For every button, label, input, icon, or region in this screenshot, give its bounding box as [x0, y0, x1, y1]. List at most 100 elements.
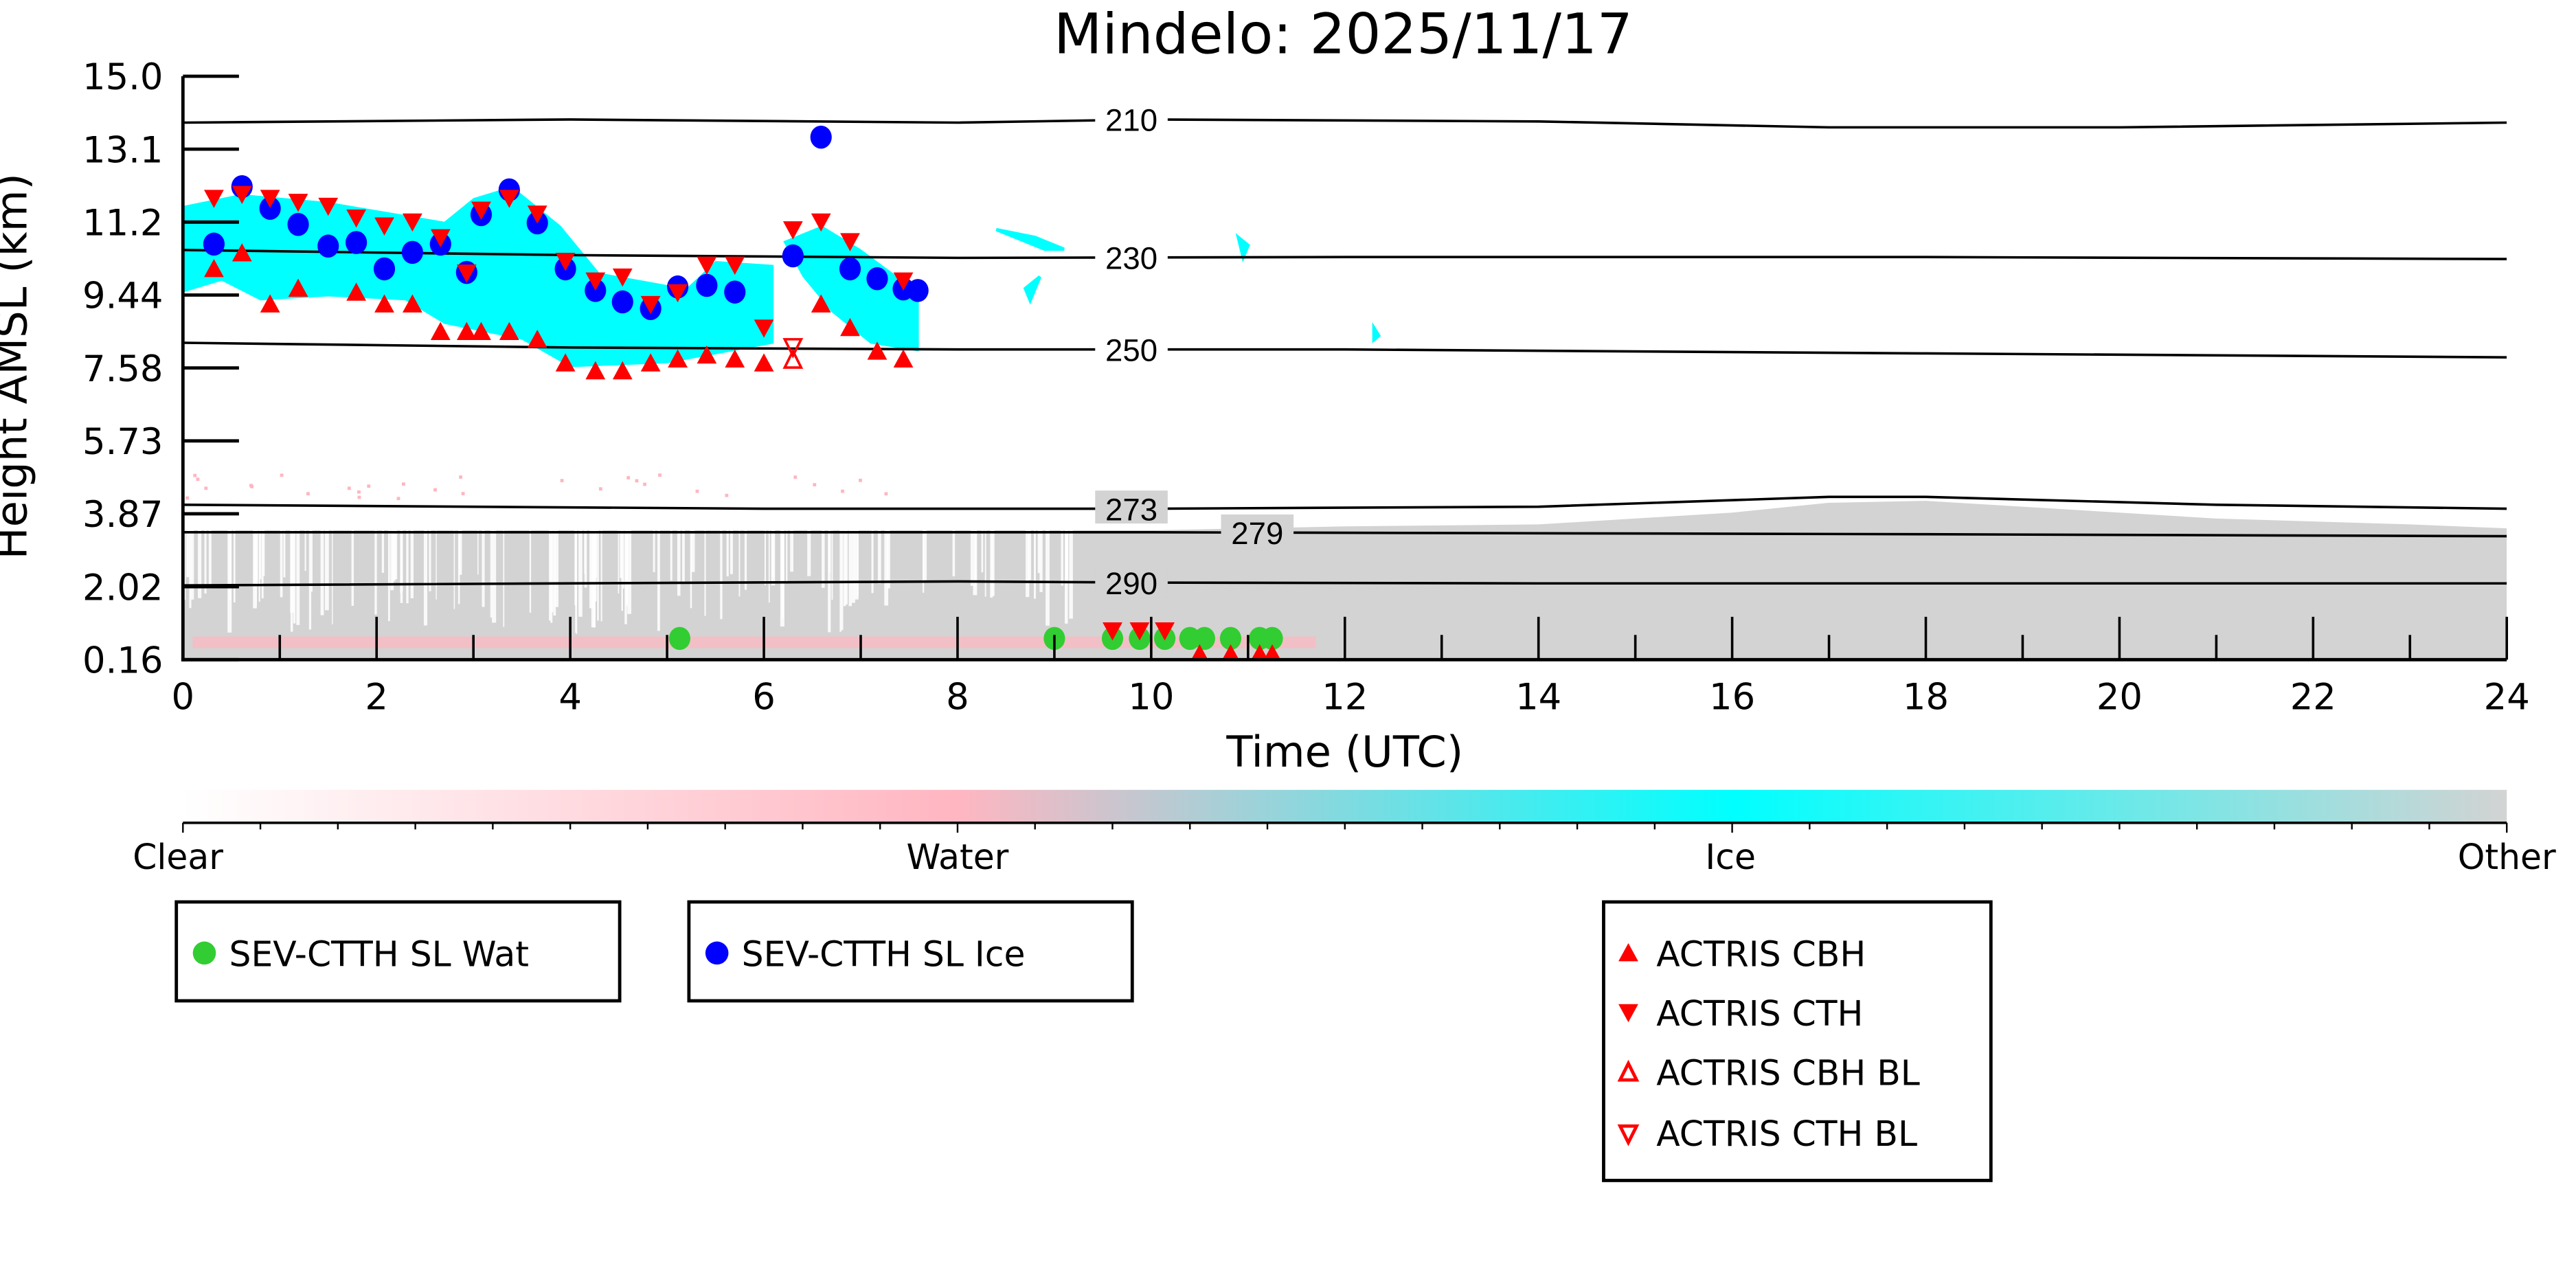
clear-streak [871, 528, 874, 594]
clear-streak [592, 528, 596, 628]
ice-cloud-region [183, 186, 774, 368]
clear-streak [877, 528, 881, 584]
data-point-cbh [640, 353, 661, 372]
water-speck [459, 475, 463, 479]
x-tick-label: 4 [558, 676, 582, 718]
clear-streak [923, 528, 927, 580]
data-point-ice [317, 234, 339, 258]
colorbar-label-clear: Clear [133, 837, 223, 877]
clear-streak [839, 528, 842, 632]
water-speck [396, 497, 400, 501]
clear-streak [790, 528, 794, 572]
clear-streak [423, 528, 428, 626]
clear-streak [296, 528, 300, 625]
isotherm-label: 210 [1105, 103, 1157, 138]
water-speck [367, 484, 371, 488]
data-point-cth [527, 205, 547, 224]
clear-streak [394, 528, 398, 580]
isotherm-label-bg [1221, 514, 1294, 547]
isotherm-label-bg [1095, 490, 1168, 524]
clear-streak [233, 528, 236, 602]
chart-title: Mindelo: 2025/11/17 [1054, 1, 1633, 67]
clear-streak [351, 528, 354, 606]
data-point-cth [456, 264, 477, 283]
clear-streak [283, 528, 286, 578]
data-point-cbh [840, 317, 860, 337]
y-tick-label: 7.58 [82, 348, 163, 390]
clear-streak [764, 528, 766, 585]
water-speck [643, 482, 646, 486]
clear-streak [1065, 528, 1069, 581]
clear-streak [822, 528, 825, 588]
data-point-cbh [811, 294, 831, 313]
water-speck [185, 496, 190, 500]
clear-streak [578, 528, 583, 617]
isotherm-label: 273 [1105, 492, 1157, 527]
data-point-cth [1155, 622, 1175, 641]
isotherm-line [183, 495, 2507, 510]
clear-streak [308, 528, 312, 630]
clear-streak [627, 528, 631, 614]
data-point-ice [401, 240, 423, 264]
data-point-cbh [231, 243, 252, 262]
clear-streak [952, 528, 956, 576]
clear-streak [848, 528, 852, 607]
clear-streak [981, 528, 984, 573]
clear-streak [1061, 528, 1064, 586]
data-point-cbh [430, 321, 451, 340]
clear-streak [1026, 528, 1030, 598]
data-point-ice [696, 273, 718, 297]
clear-streak [208, 528, 212, 589]
clear-streak [554, 528, 558, 607]
water-speck [357, 490, 361, 494]
clear-streak [704, 528, 706, 616]
clear-streak [401, 528, 403, 592]
isotherm-label-bg [1095, 239, 1168, 273]
data-point-ice [810, 125, 832, 149]
data-point-cth [754, 319, 774, 338]
x-axis-label: Time (UTC) [1225, 727, 1463, 777]
data-point-cbh [668, 349, 688, 368]
water-speck [204, 486, 208, 490]
data-point-cbh [1251, 644, 1268, 660]
data-point-cbh [555, 353, 576, 372]
data-point-ice [259, 196, 281, 221]
x-tick-label: 8 [946, 676, 969, 718]
clear-streak [884, 528, 889, 606]
data-point-cbh [585, 361, 606, 380]
colorbar-label-other: Other [2458, 837, 2556, 877]
clear-streak [922, 528, 925, 593]
data-point-cth [499, 190, 519, 208]
data-point-cbh [1191, 644, 1208, 660]
water-speck [461, 492, 465, 495]
clear-streak [618, 528, 620, 594]
x-tick-label: 24 [2484, 676, 2530, 718]
clear-streak [477, 528, 479, 575]
data-point-cbh [867, 341, 888, 360]
data-point-cth [402, 213, 422, 232]
data-point-cbh [1222, 644, 1239, 660]
water-speck [626, 476, 631, 479]
clear-streak [256, 528, 257, 605]
x-tick-label: 20 [2097, 676, 2143, 718]
data-point-cth [318, 197, 339, 216]
isotherm-label-bg [1095, 331, 1168, 365]
data-point-cth [555, 252, 576, 271]
clear-streak [768, 528, 770, 603]
clear-streak [597, 528, 599, 621]
x-tick-label: 14 [1515, 676, 1561, 718]
data-point-ice [724, 280, 746, 304]
data-point-cbh [346, 282, 367, 301]
clear-streak [620, 528, 623, 578]
legend-label: ACTRIS CTH BL [1656, 1114, 1917, 1154]
water-speck [402, 482, 405, 486]
data-point-cth [668, 284, 688, 303]
ice-cloud-fragment [1235, 233, 1250, 262]
legend-label: ACTRIS CTH [1656, 993, 1863, 1034]
clear-streak [381, 528, 385, 573]
clear-streak [304, 528, 306, 572]
water-speck [658, 473, 662, 477]
data-point-cbh [288, 278, 308, 297]
clear-streak [828, 528, 831, 633]
data-point-ice [373, 257, 396, 281]
